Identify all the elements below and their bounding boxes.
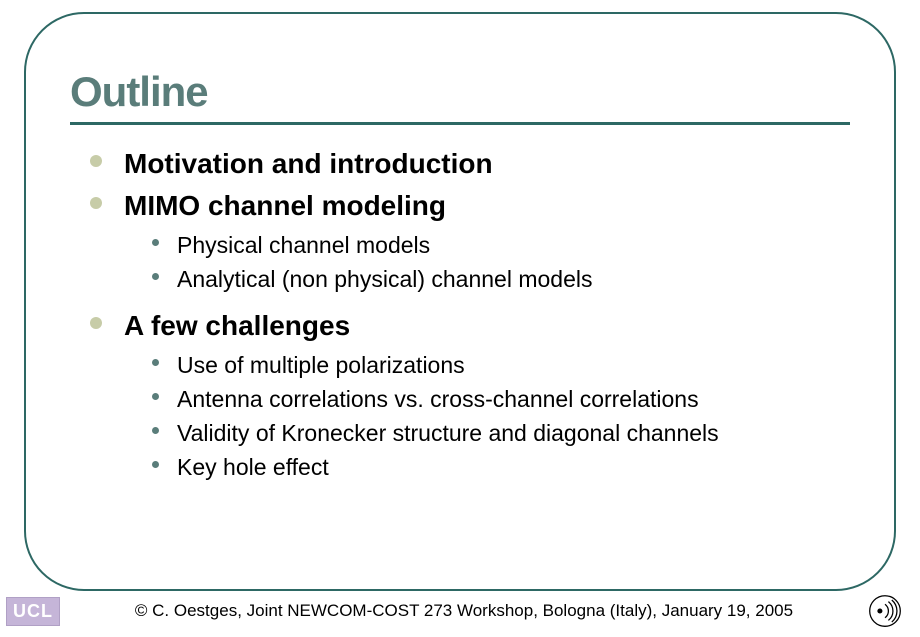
- ucl-logo: UCL: [6, 597, 60, 626]
- footer-citation: © C. Oestges, Joint NEWCOM-COST 273 Work…: [60, 601, 868, 621]
- bullet-level2-icon: [152, 239, 159, 246]
- bullet-level2-icon: [152, 359, 159, 366]
- slide-footer: UCL © C. Oestges, Joint NEWCOM-COST 273 …: [0, 593, 920, 629]
- slide-title: Outline: [70, 68, 850, 116]
- bullet-level2-icon: [152, 393, 159, 400]
- outline-subitem: Key hole effect: [152, 451, 850, 483]
- outline-subitem: Use of multiple polarizations: [152, 349, 850, 381]
- outline-subitem: Antenna correlations vs. cross-channel c…: [152, 383, 850, 415]
- slide-content: Motivation and introduction MIMO channel…: [90, 145, 850, 484]
- bullet-level1-icon: [90, 317, 102, 329]
- outline-item-motivation: Motivation and introduction: [90, 145, 850, 183]
- outline-subitem-label: Use of multiple polarizations: [177, 349, 465, 381]
- slide-frame: Outline Motivation and introduction MIMO…: [24, 12, 896, 591]
- outline-item-challenges: A few challenges: [90, 307, 850, 345]
- outline-subitem-label: Physical channel models: [177, 229, 430, 261]
- outline-subitem: Validity of Kronecker structure and diag…: [152, 417, 850, 449]
- outline-subitem-label: Analytical (non physical) channel models: [177, 263, 593, 295]
- bullet-level2-icon: [152, 273, 159, 280]
- outline-subitem: Analytical (non physical) channel models: [152, 263, 850, 295]
- outline-subitem-label: Validity of Kronecker structure and diag…: [177, 417, 719, 449]
- outline-item-label: MIMO channel modeling: [124, 187, 446, 225]
- bullet-level2-icon: [152, 427, 159, 434]
- outline-subitem-label: Key hole effect: [177, 451, 329, 483]
- outline-subitem-label: Antenna correlations vs. cross-channel c…: [177, 383, 699, 415]
- antenna-logo-icon: [868, 594, 902, 628]
- title-rule: [70, 122, 850, 125]
- outline-subitem: Physical channel models: [152, 229, 850, 261]
- outline-item-label: Motivation and introduction: [124, 145, 493, 183]
- bullet-level2-icon: [152, 461, 159, 468]
- bullet-level1-icon: [90, 197, 102, 209]
- outline-item-label: A few challenges: [124, 307, 350, 345]
- bullet-level1-icon: [90, 155, 102, 167]
- outline-item-mimo: MIMO channel modeling: [90, 187, 850, 225]
